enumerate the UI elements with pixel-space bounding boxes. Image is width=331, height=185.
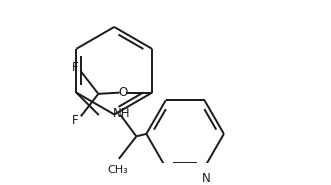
Text: N: N (201, 172, 210, 185)
Text: NH: NH (113, 107, 130, 120)
Text: CH₃: CH₃ (107, 165, 128, 175)
Text: O: O (119, 86, 128, 99)
Text: F: F (72, 114, 78, 127)
Text: F: F (72, 61, 78, 74)
